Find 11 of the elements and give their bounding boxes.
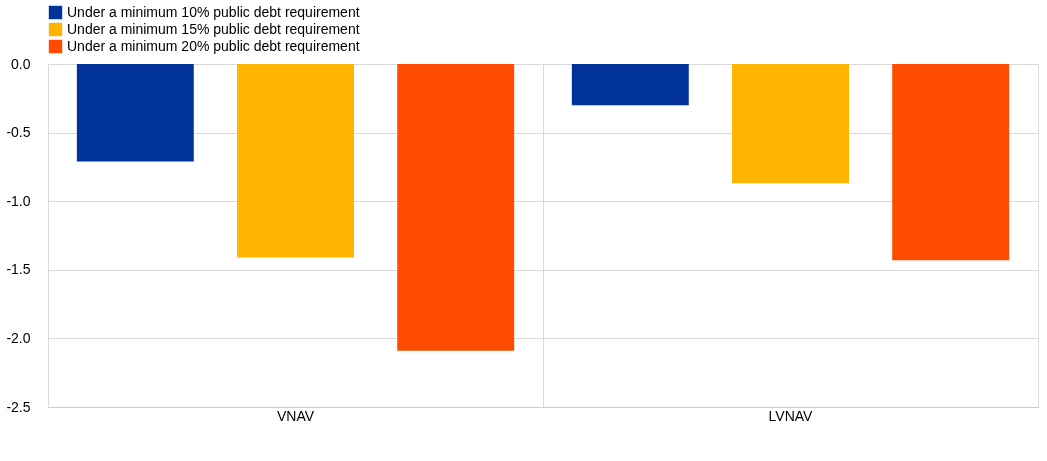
y-tick-label: -0.5 [6,124,31,141]
y-tick-label: -1.5 [6,261,31,278]
x-tick-label: LVNAV [768,407,814,424]
legend-label: Under a minimum 15% public debt requirement [67,20,360,37]
y-tick-label: -2.0 [6,329,31,346]
x-tick-label: VNAV [276,407,315,424]
y-tick-label: 0.0 [11,55,31,72]
legend-label: Under a minimum 10% public debt requirement [67,3,360,20]
legend-label: Under a minimum 20% public debt requirement [67,37,360,54]
y-tick-label: -1.0 [6,192,31,209]
y-tick-label: -2.5 [6,398,31,415]
